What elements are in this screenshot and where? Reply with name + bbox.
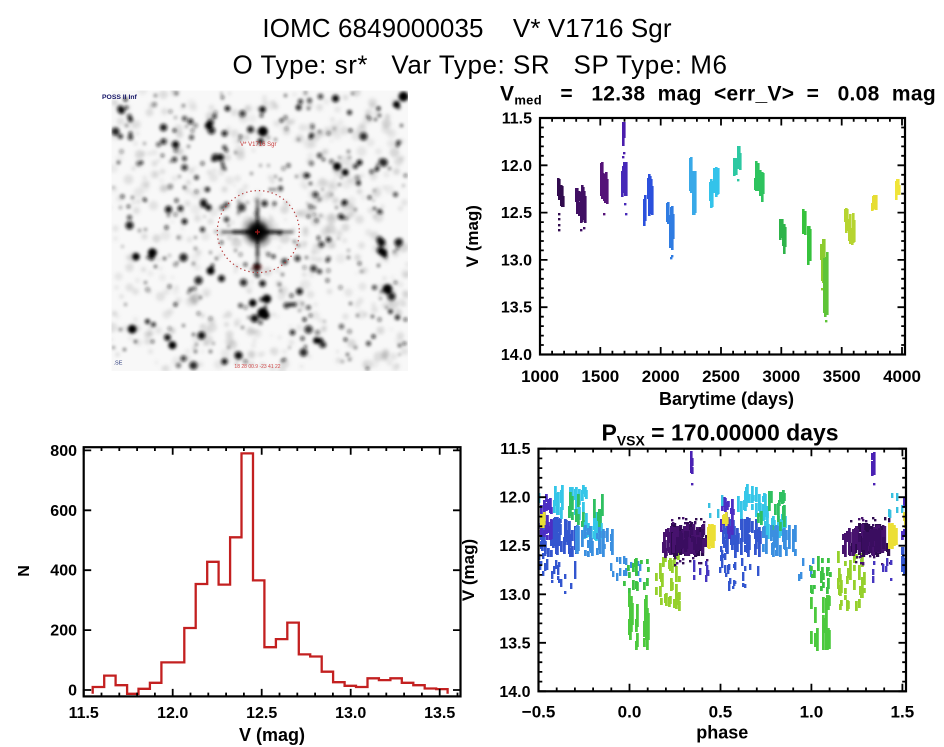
svg-text:Vmed = 12.38 mag <err_V>: Vmed = 12.38 mag <err_V> = 0.08 mag [500,83,936,108]
svg-text:12.5: 12.5 [246,705,277,722]
svg-text:4000: 4000 [883,367,921,386]
svg-text:1500: 1500 [581,367,619,386]
svg-text:V (mag): V (mag) [239,725,305,745]
svg-text:800: 800 [50,443,77,460]
svg-text:14.0: 14.0 [499,684,530,701]
svg-text:0.5: 0.5 [709,703,733,722]
svg-text:−0.5: −0.5 [522,703,556,722]
svg-text:2000: 2000 [642,367,680,386]
svg-text:11.5: 11.5 [69,705,99,722]
svg-text:13.0: 13.0 [499,587,530,604]
svg-text:12.0: 12.0 [157,705,188,722]
svg-text:14.0: 14.0 [501,347,532,364]
svg-text:1000: 1000 [521,367,559,386]
svg-text:N: N [16,565,33,577]
svg-text:0: 0 [68,683,77,700]
svg-text:400: 400 [50,563,77,580]
svg-text:3000: 3000 [762,367,800,386]
svg-text:12.5: 12.5 [499,538,530,555]
svg-text:2500: 2500 [702,367,740,386]
svg-text:12.0: 12.0 [501,158,532,175]
svg-text:IOMC 6849000035 V* V1716 Sg: IOMC 6849000035 V* V1716 Sgr [262,13,671,43]
svg-text:POSS II Inf: POSS II Inf [102,94,137,101]
svg-text:11.5: 11.5 [502,111,532,128]
svg-text:V (mag): V (mag) [459,539,478,601]
svg-text:13.5: 13.5 [424,705,455,722]
svg-text:12.0: 12.0 [499,490,530,507]
svg-text:V (mag): V (mag) [463,205,482,267]
svg-text:0.0: 0.0 [618,703,642,722]
svg-text:.SE: .SE [114,361,123,367]
svg-text:3500: 3500 [823,367,861,386]
svg-text:11.5: 11.5 [500,441,530,458]
svg-text:12.5: 12.5 [501,205,532,222]
svg-text:Barytime (days): Barytime (days) [659,389,794,409]
svg-text:O Type: sr* Var Type: SR S: O Type: sr* Var Type: SR SP Type: M6 [232,50,727,80]
svg-text:1.5: 1.5 [891,703,915,722]
svg-text:V* V1716 Sgr: V* V1716 Sgr [240,142,276,148]
svg-text:18 28 00.9 -23 41 22: 18 28 00.9 -23 41 22 [234,364,280,370]
svg-text:13.5: 13.5 [501,300,532,317]
svg-text:phase: phase [696,723,748,743]
svg-text:13.0: 13.0 [335,705,366,722]
svg-text:600: 600 [50,503,77,520]
svg-text:200: 200 [50,623,77,640]
svg-text:13.0: 13.0 [501,252,532,269]
svg-text:1.0: 1.0 [800,703,824,722]
svg-text:13.5: 13.5 [499,635,530,652]
